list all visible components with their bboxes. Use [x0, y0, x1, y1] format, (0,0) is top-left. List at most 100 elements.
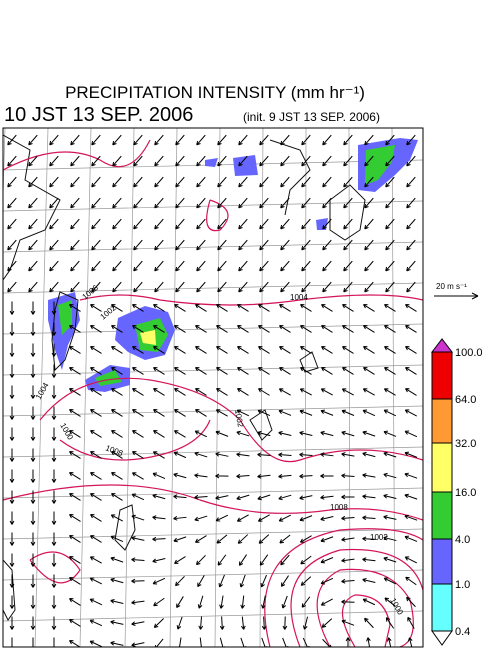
wind-arrow: [177, 637, 182, 647]
colorbar-box: [431, 442, 453, 493]
wind-arrow: [259, 218, 269, 230]
colorbar: 100.0 64.0 32.0 16.0 4.0 1.0 0.4: [430, 338, 483, 646]
wind-arrow: [258, 388, 270, 396]
wind-arrow: [237, 367, 249, 375]
wind-arrow: [196, 155, 206, 167]
wind-arrow: [278, 409, 292, 416]
colorbar-top: [430, 338, 454, 353]
wind-arrow: [30, 406, 36, 420]
wind-arrow: [49, 260, 59, 272]
wind-arrow: [342, 346, 354, 354]
wind-arrow: [280, 281, 290, 293]
wind-arrow: [384, 304, 396, 312]
wind-arrow: [70, 239, 80, 251]
wind-arrow: [258, 304, 270, 312]
meridian: [348, 128, 351, 647]
wind-arrow: [406, 134, 416, 146]
wind-arrow: [386, 637, 392, 647]
wind-arrow: [321, 325, 333, 333]
wind-arrow: [341, 473, 355, 479]
wind-arrow: [30, 322, 36, 336]
wind-arrow: [195, 535, 207, 543]
wind-arrow: [362, 430, 376, 437]
wind-arrow: [133, 197, 143, 209]
wind-arrow: [30, 301, 36, 315]
wind-arrow: [69, 556, 81, 564]
wind-arrow: [9, 574, 15, 588]
wind-arrow: [383, 577, 397, 585]
meridian: [214, 128, 221, 647]
parallel: [3, 364, 423, 376]
wind-arrow: [152, 472, 166, 480]
wind-arrow: [240, 637, 247, 647]
wind-arrow: [196, 281, 206, 293]
wind-arrow: [133, 155, 143, 167]
wind-arrow: [322, 155, 332, 167]
wind-arrow: [341, 515, 355, 521]
wind-arrow: [321, 346, 333, 354]
wind-arrow: [300, 346, 312, 354]
wind-arrow: [215, 452, 229, 457]
wind-arrow: [341, 537, 355, 542]
wind-arrow: [320, 452, 334, 457]
wind-arrow: [321, 618, 333, 628]
wind-arrow: [30, 616, 36, 630]
wind-arrow: [49, 218, 59, 230]
wind-arrow: [112, 260, 122, 272]
wind-arrow: [362, 598, 376, 606]
wind-arrow: [362, 577, 376, 583]
wind-arrow: [132, 304, 144, 312]
wind-arrow: [31, 637, 35, 647]
wind-arrow: [28, 134, 38, 146]
wind-arrow: [112, 239, 122, 251]
wind-arrow: [154, 176, 164, 188]
wind-arrow: [51, 511, 57, 525]
wind-arrow: [216, 367, 228, 375]
colorbar-box: [431, 491, 453, 540]
wind-arrow: [300, 576, 312, 586]
wind-arrow: [110, 640, 124, 646]
wind-arrow: [51, 343, 57, 357]
wind-arrow: [30, 574, 36, 588]
wind-arrow: [9, 595, 15, 609]
wind-arrow: [131, 557, 145, 563]
wind-arrow: [30, 532, 36, 546]
wind-arrow: [131, 600, 145, 605]
wind-arrow: [364, 155, 374, 167]
wind-arrow: [195, 388, 207, 396]
wind-arrow: [280, 155, 290, 167]
wind-arrow: [343, 239, 353, 251]
wind-arrow: [9, 364, 15, 378]
wind-arrow: [322, 239, 332, 251]
wind-arrow: [341, 619, 355, 626]
wind-arrow: [405, 304, 417, 312]
wind-arrow: [404, 430, 418, 438]
wind-arrow: [176, 596, 184, 609]
wind-arrow: [322, 218, 332, 230]
wind-arrow: [174, 556, 186, 564]
wind-arrow: [90, 388, 102, 396]
wind-arrow: [322, 260, 332, 272]
wind-arrow: [9, 448, 15, 462]
wind-arrow: [30, 448, 36, 462]
wind-arrow: [322, 281, 332, 293]
wind-arrow: [236, 514, 249, 522]
wind-arrow: [110, 598, 124, 604]
wind-arrow: [341, 599, 355, 605]
wind-arrow: [406, 218, 416, 230]
title: PRECIPITATION INTENSITY (mm hr⁻¹): [65, 83, 365, 102]
wind-arrow: [51, 385, 57, 399]
wind-arrow: [219, 616, 225, 630]
wind-arrow: [301, 155, 311, 167]
wind-arrow: [28, 176, 38, 188]
wind-arrow: [385, 617, 395, 629]
wind-arrow: [384, 325, 396, 333]
wind-arrow: [320, 515, 334, 522]
wind-arrow: [174, 325, 186, 333]
wind-arrow: [110, 620, 124, 625]
isobar-label: 1008: [104, 443, 124, 458]
wind-arrow: [133, 218, 143, 230]
wind-arrow: [384, 367, 396, 375]
wind-arrow: [196, 239, 206, 251]
wind-arrow: [237, 325, 249, 333]
